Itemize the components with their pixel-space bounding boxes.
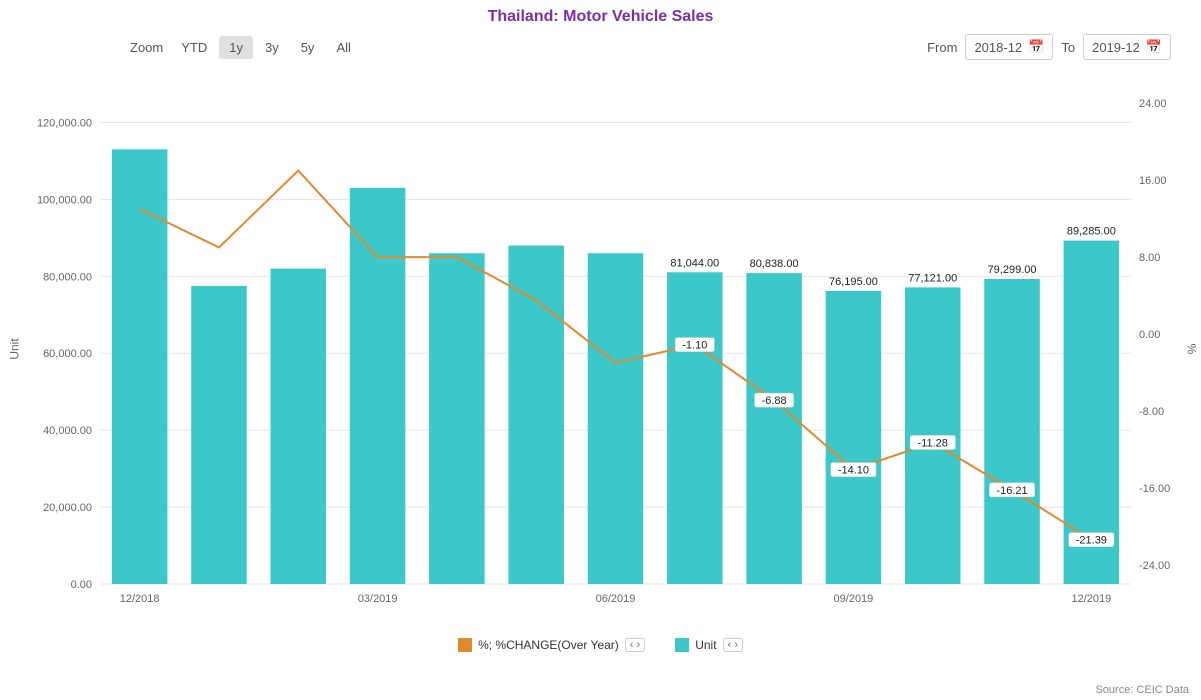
to-date-input[interactable]: 2019-12 📅 [1083,34,1171,60]
bar[interactable] [191,286,247,584]
controls-bar: Zoom YTD1y3y5yAll From 2018-12 📅 To 2019… [0,30,1201,64]
svg-text:0.00: 0.00 [71,579,92,591]
svg-text:40,000.00: 40,000.00 [43,425,92,437]
svg-text:80,000.00: 80,000.00 [43,271,92,283]
svg-text:-24.00: -24.00 [1139,560,1170,572]
bar-label: 89,285.00 [1067,226,1116,238]
chart-svg: 0.00 20,000.00 40,000.00 60,000.00 80,000.00… [0,64,1201,634]
bar[interactable] [746,273,802,584]
svg-text:100,000.00: 100,000.00 [37,194,92,206]
svg-text:-8.00: -8.00 [1139,406,1164,418]
to-date-value: 2019-12 [1092,40,1140,55]
line-label: -21.39 [1076,535,1107,547]
zoom-ytd-button[interactable]: YTD [171,36,217,59]
zoom-5y-button[interactable]: 5y [291,36,325,59]
bar-label: 80,838.00 [750,258,799,270]
line-label: -1.10 [682,340,707,352]
bar[interactable] [826,291,882,584]
chart-title: Thailand: Motor Vehicle Sales [0,0,1201,30]
line-label: -6.88 [762,395,787,407]
bar[interactable] [429,253,485,584]
source-attribution: Source: CEIC Data [1095,684,1189,696]
svg-text:0.00: 0.00 [1139,329,1160,341]
legend-line-swatch [458,638,472,652]
bar[interactable] [984,279,1040,584]
bar[interactable] [112,149,168,584]
legend-bar-label: Unit [695,638,716,652]
x-tick: 06/2019 [596,593,636,605]
from-date-value: 2018-12 [974,40,1022,55]
y-axis-left-label: Unit [8,338,22,359]
line-label: -14.10 [838,465,869,477]
to-label: To [1061,40,1075,55]
x-tick: 12/2019 [1071,593,1111,605]
line-label: -11.28 [918,437,948,449]
svg-text:24.00: 24.00 [1139,98,1167,110]
x-tick: 12/2018 [120,593,160,605]
svg-text:60,000.00: 60,000.00 [43,348,92,360]
bar[interactable] [271,269,327,584]
svg-text:20,000.00: 20,000.00 [43,502,92,514]
bar-label: 77,121.00 [908,272,957,284]
x-tick: 03/2019 [358,593,398,605]
chart-area: Unit % 0.00 20,000.00 40,000.00 60,000.00 80… [0,64,1201,634]
bar[interactable] [350,188,406,584]
zoom-label: Zoom [130,40,163,55]
svg-text:16.00: 16.00 [1139,175,1167,187]
x-tick: 09/2019 [834,593,874,605]
y-axis-right-label: % [1185,344,1199,355]
bar-label: 79,299.00 [988,264,1037,276]
legend-line[interactable]: %; %CHANGE(Over Year) ‹ › [458,638,645,652]
svg-text:8.00: 8.00 [1139,252,1160,264]
from-date-input[interactable]: 2018-12 📅 [965,34,1053,60]
bar-label: 76,195.00 [829,276,878,288]
zoom-all-button[interactable]: All [326,36,360,59]
bar[interactable] [667,272,723,584]
calendar-icon: 📅 [1028,39,1044,55]
legend-bar-swatch [675,638,689,652]
svg-text:120,000.00: 120,000.00 [37,117,92,129]
from-label: From [927,40,957,55]
legend-line-label: %; %CHANGE(Over Year) [478,638,619,652]
legend-bar[interactable]: Unit ‹ › [675,638,743,652]
zoom-1y-button[interactable]: 1y [219,36,253,59]
date-range: From 2018-12 📅 To 2019-12 📅 [927,34,1171,60]
zoom-3y-button[interactable]: 3y [255,36,289,59]
bar[interactable] [588,253,644,584]
legend-line-nav[interactable]: ‹ › [625,638,645,652]
svg-text:-16.00: -16.00 [1139,483,1170,495]
bar[interactable] [508,246,564,584]
bar-label: 81,044.00 [670,257,719,269]
calendar-icon: 📅 [1146,39,1162,55]
legend-bar-nav[interactable]: ‹ › [723,638,743,652]
legend: %; %CHANGE(Over Year) ‹ › Unit ‹ › [0,634,1201,656]
line-label: -16.21 [996,485,1027,497]
